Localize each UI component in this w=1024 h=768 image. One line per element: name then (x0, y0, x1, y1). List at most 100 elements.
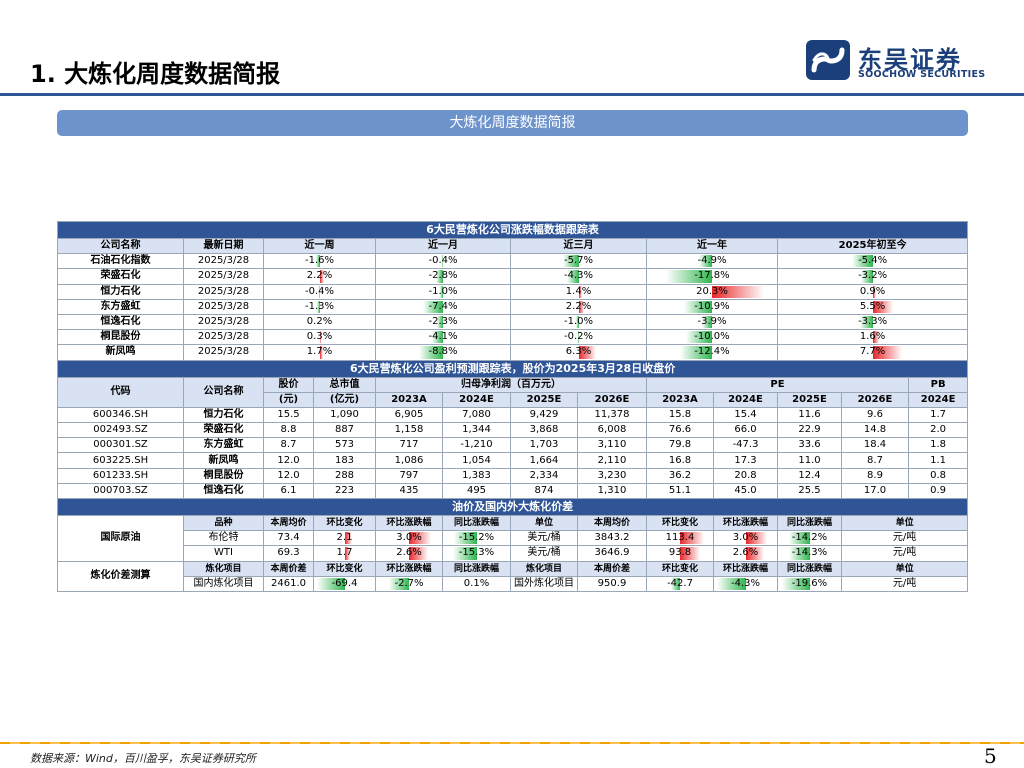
cell-value: 0.8 (930, 469, 947, 481)
cell-value: 新凤鸣 (208, 454, 239, 466)
cell-value: 近一年 (697, 240, 727, 252)
cell-value: 1,086 (394, 454, 424, 466)
cell-value: 435 (399, 484, 419, 496)
return-cell: -10.9% (646, 298, 778, 315)
cell-value: -7.4% (428, 300, 458, 312)
table-row: 恒力石化 2025/3/28 -0.4% -1.0% 1.4% 20.3% 0.9% (57, 283, 969, 300)
positive-change-bar (872, 300, 894, 313)
oil-spread-table: 油价及国内外大炼化价差 国际原油 品种 本周均价 环比变化 环比涨跌幅 同比涨跌幅 单位 本周均… (56, 498, 969, 592)
table-row: 600346.SH 恒力石化 15.5 1,090 6,905 7,080 9,429 11,… (57, 406, 969, 424)
forecast-value: 435 (375, 482, 443, 500)
price-cell: 3.0% (713, 530, 778, 547)
cell-value: 1,703 (529, 439, 559, 451)
column-header: 近一年 (646, 237, 778, 255)
positive-change-bar (319, 270, 325, 283)
column-header: 环比变化 (646, 514, 714, 532)
cell-value: 2025年初至今 (838, 240, 907, 252)
cell-value: -15.2% (458, 532, 495, 544)
cell-value: 1,310 (597, 484, 627, 496)
negative-change-bar (315, 255, 320, 268)
table-row: 国内炼化项目 2461.0 -69.4 -2.7% 0.1% 国外炼化项目 950.9 -42… (58, 575, 969, 592)
cell-value: 荣盛石化 (203, 424, 244, 436)
cell-value: 3.0% (396, 532, 422, 544)
forecast-value: 1,054 (442, 452, 511, 469)
cell-value: 环比涨跌幅 (386, 518, 432, 529)
positive-change-bar (745, 532, 767, 545)
forecast-value: 20.8 (713, 467, 778, 484)
cell-value: 归母净利润（百万元） (461, 378, 561, 390)
positive-change-bar (745, 547, 764, 560)
positive-change-bar (409, 532, 432, 545)
forecast-value: 45.0 (713, 482, 778, 500)
cell-value: 11.6 (798, 408, 821, 420)
latest-date: 2025/3/28 (183, 253, 264, 270)
cell-value: 0.9 (930, 484, 947, 496)
year-header: 2024E (907, 391, 969, 408)
negative-change-bar (852, 255, 873, 268)
price-cell: 3.0% (375, 530, 443, 547)
negative-change-bar (318, 285, 320, 298)
cell-value: 本周均价 (270, 518, 307, 529)
return-cell: 1.7% (263, 344, 376, 361)
column-header: 同比涨跌幅 (442, 514, 511, 532)
share-price: 6.1 (263, 482, 314, 500)
cell-value: (亿元) (329, 393, 360, 405)
cell-value: 环比变化 (326, 563, 363, 574)
stock-code: 000703.SZ (57, 482, 184, 500)
negative-change-bar (441, 255, 443, 268)
cell-value: 495 (466, 484, 487, 496)
cell-value: 本周均价 (593, 518, 630, 529)
cell-value: 油价及国内外大炼化价差 (452, 500, 574, 513)
logo-english-name: SOOCHOW SECURITIES (858, 69, 986, 80)
return-cell: -3.2% (776, 268, 969, 285)
forecast-value: 8.9 (841, 467, 909, 484)
cell-value: 73.4 (277, 532, 300, 544)
column-header: 近一周 (263, 237, 376, 255)
return-cell: 1.6% (776, 329, 969, 346)
cell-value: 6大民营炼化公司盈利预测跟踪表，股价为2025年3月28日收盘价 (349, 361, 676, 375)
cell-value: 93.8 (668, 547, 692, 559)
cell-value: -14.3% (791, 547, 828, 559)
cell-value: -1.3% (304, 300, 334, 312)
column-header: 近三月 (510, 237, 647, 255)
cell-value: 恒逸石化 (203, 484, 244, 496)
cell-value: 本周价差 (270, 563, 307, 574)
cell-value: -1,210 (460, 439, 493, 451)
stock-code: 000301.SZ (57, 437, 184, 454)
forecast-value: 1.7 (907, 406, 969, 424)
cell-value: 8.8 (280, 424, 297, 436)
column-header: 公司名称 (57, 237, 184, 255)
column-header: 本周价差 (263, 560, 314, 577)
negative-change-bar (575, 315, 579, 329)
cell-value: -5.7% (563, 255, 593, 267)
forecast-value: 1,664 (510, 452, 578, 469)
cell-value: 近一周 (304, 240, 335, 252)
cell-value: 0.2% (306, 316, 333, 328)
company-name: 恒逸石化 (183, 482, 264, 500)
return-cell: -1.3% (263, 298, 376, 315)
table-row: 恒逸石化 2025/3/28 0.2% -2.3% -1.0% -3.9% -3.3% (57, 313, 969, 331)
forecast-value: -47.3 (713, 437, 778, 454)
return-cell: 7.7% (776, 344, 969, 361)
cell-value: 3,868 (529, 424, 559, 436)
cell-value: 2025/3/28 (197, 270, 250, 282)
price-cell: -14.2% (777, 530, 842, 547)
return-cell: -10.0% (646, 329, 778, 346)
cell-value: 573 (334, 439, 355, 451)
forecast-value: 11.6 (777, 406, 842, 424)
price-cell: -42.7 (646, 575, 714, 592)
cell-value: 环比涨跌幅 (722, 563, 768, 574)
cell-value: 同比涨跌幅 (453, 518, 499, 529)
return-cell: -0.4% (375, 253, 511, 270)
column-header: 股价 (263, 376, 314, 393)
negative-change-bar (679, 346, 712, 359)
year-header: 2025E (777, 391, 842, 408)
footer-divider (0, 742, 1024, 744)
cell-value: 2024E (728, 393, 763, 405)
table-header-row: 炼化价差测算 炼化项目 本周价差 环比变化 环比涨跌幅 同比涨跌幅 炼化项目 本周价差 环比变化… (57, 560, 969, 592)
negative-change-bar (566, 270, 579, 283)
cell-value: 2025E (526, 393, 562, 405)
cell-value: -12.4% (694, 346, 730, 358)
summary-table: 6大民营炼化公司涨跌幅数据跟踪表 公司名称 最新日期 近一周 近一月 近三月 近一年 2025… (56, 221, 969, 592)
return-cell: -7.4% (375, 298, 511, 315)
